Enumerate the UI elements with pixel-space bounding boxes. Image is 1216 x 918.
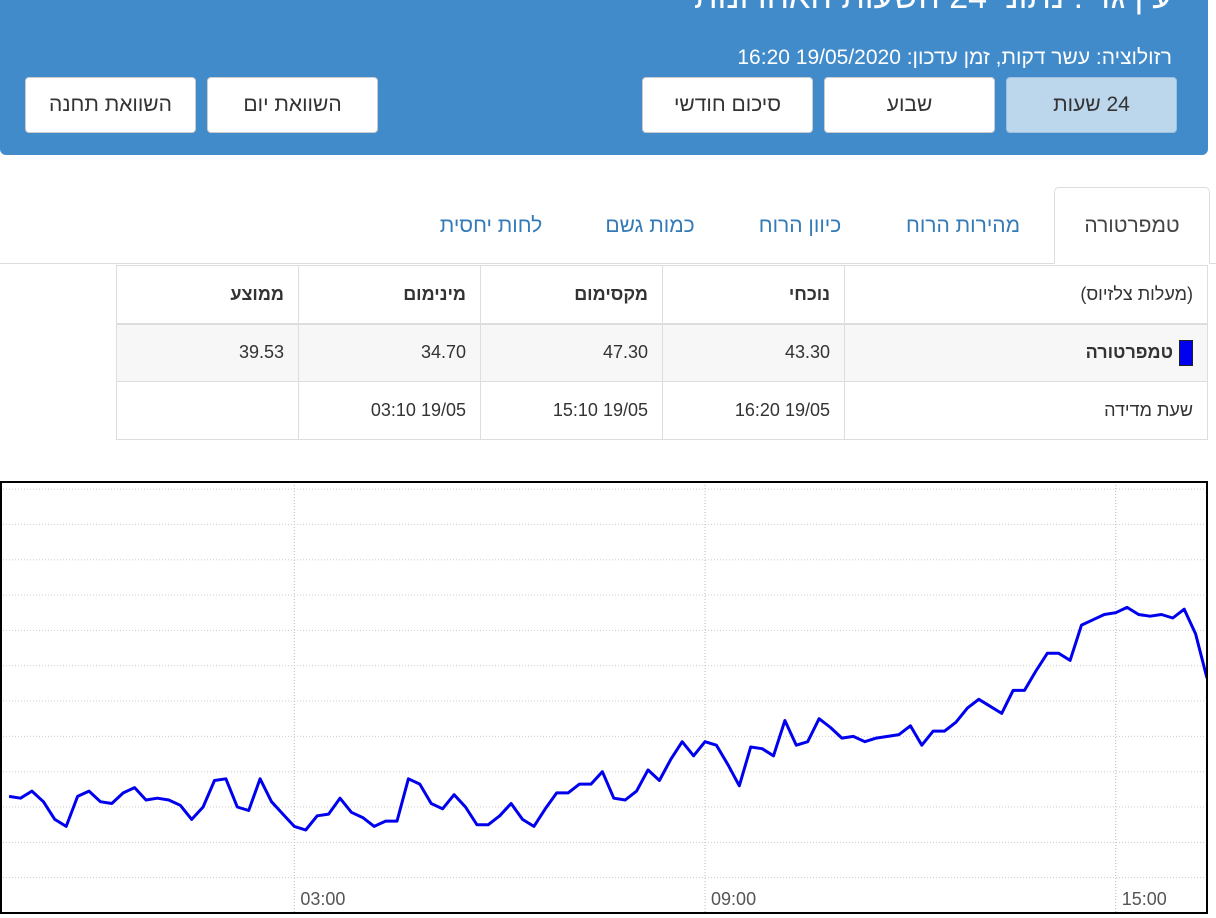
- table-row: טמפרטורה 43.30 47.30 34.70 39.53: [116, 323, 1208, 382]
- range-button[interactable]: סיכום חודשי: [642, 77, 813, 133]
- header-cell: מקסימום: [480, 265, 663, 325]
- tab[interactable]: מהירות הרוח: [906, 213, 1021, 237]
- summary-table: (מעלות צלזיוס) נוכחי מקסימום מינימום ממו…: [116, 265, 1208, 440]
- tab[interactable]: טמפרטורה: [1054, 187, 1210, 264]
- header-cell: (מעלות צלזיוס): [844, 265, 1208, 325]
- row-label: שעת מדידה: [844, 381, 1208, 440]
- row-label-text: טמפרטורה: [1085, 341, 1173, 362]
- compare-button[interactable]: השוואת יום: [207, 77, 378, 133]
- tab[interactable]: כמות גשם: [605, 213, 695, 237]
- header-cell: מינימום: [298, 265, 481, 325]
- temperature-line: [8, 605, 1207, 832]
- cell: 39.53: [116, 323, 299, 382]
- table-header: (מעלות צלזיוס) נוכחי מקסימום מינימום ממו…: [116, 265, 1208, 325]
- series-swatch: [1179, 339, 1193, 366]
- range-button[interactable]: שבוע: [824, 77, 995, 133]
- compare-button[interactable]: השוואת תחנה: [25, 77, 196, 133]
- tab-divider: [0, 263, 1216, 264]
- cell: 34.70: [298, 323, 481, 382]
- cell: 47.30: [480, 323, 663, 382]
- chart: 03:00 09:00 15:00: [0, 481, 1208, 914]
- header: עין גדי: נתוני 24 השעות האחרונות רזולוצי…: [0, 0, 1208, 155]
- tab[interactable]: לחות יחסית: [439, 213, 543, 237]
- cell: 19/05 15:10: [480, 381, 663, 440]
- range-button[interactable]: 24 שעות: [1006, 77, 1177, 133]
- tab[interactable]: כיוון הרוח: [758, 213, 842, 237]
- header-cell: ממוצע: [116, 265, 299, 325]
- header-cell: נוכחי: [662, 265, 845, 325]
- x-tick-label: 03:00: [300, 889, 345, 909]
- row-label: טמפרטורה: [844, 323, 1208, 382]
- update-info: רזולוציה: עשר דקות, זמן עדכון: 19/05/202…: [737, 46, 1172, 69]
- cell: 19/05 03:10: [298, 381, 481, 440]
- cell: 43.30: [662, 323, 845, 382]
- x-tick-label: 09:00: [711, 889, 756, 909]
- table-row: שעת מדידה 19/05 16:20 19/05 15:10 19/05 …: [116, 381, 1208, 440]
- cell: [116, 381, 299, 440]
- plot-frame: [0, 481, 1208, 914]
- station-title: עין גדי: נתוני 24 השעות האחרונות: [694, 0, 1172, 17]
- cell: 19/05 16:20: [662, 381, 845, 440]
- x-tick-label: 15:00: [1122, 889, 1167, 909]
